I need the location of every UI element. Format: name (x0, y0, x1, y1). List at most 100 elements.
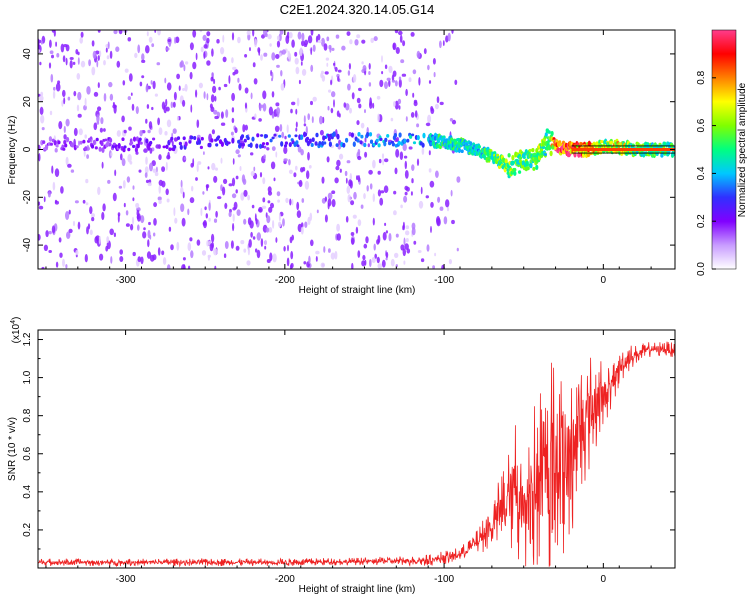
noise-speckle (286, 257, 290, 267)
noise-speckle (80, 31, 84, 38)
noise-speckle (55, 82, 61, 92)
noise-speckle (161, 101, 166, 110)
noise-speckle (339, 153, 344, 160)
noise-speckle (119, 256, 124, 262)
signal-point (383, 141, 387, 147)
spec-y-tick-label: 0 (22, 146, 33, 152)
noise-speckle (41, 266, 45, 269)
snr-x-tick-label: -300 (116, 574, 136, 585)
noise-speckle (195, 89, 198, 98)
noise-speckle (231, 177, 236, 187)
noise-speckle (110, 152, 113, 157)
signal-point (327, 136, 331, 142)
noise-speckle (427, 64, 430, 71)
noise-speckle (96, 60, 99, 68)
noise-speckle (92, 50, 97, 60)
noise-speckle (271, 91, 275, 98)
signal-point (184, 141, 188, 147)
signal-point (139, 141, 143, 145)
signal-point (345, 137, 349, 143)
signal-point (332, 131, 336, 137)
noise-speckle (91, 40, 95, 47)
noise-speckle (351, 237, 355, 245)
noise-speckle (222, 186, 226, 196)
noise-speckle (85, 202, 89, 206)
noise-speckle (62, 55, 66, 63)
noise-speckle (211, 129, 215, 135)
noise-speckle (399, 34, 403, 44)
noise-speckle (167, 39, 172, 42)
signal-point (529, 162, 533, 169)
noise-speckle (143, 148, 148, 153)
noise-speckle (276, 64, 280, 68)
noise-speckle (261, 205, 267, 209)
signal-point (296, 144, 300, 148)
signal-point (251, 136, 255, 142)
noise-speckle (363, 193, 366, 200)
noise-speckle (384, 64, 388, 70)
signal-point (94, 146, 98, 150)
noise-speckle (296, 201, 300, 211)
noise-speckle (141, 59, 146, 64)
noise-speckle (416, 123, 420, 128)
signal-point (412, 141, 417, 145)
noise-speckle (346, 185, 351, 194)
signal-point (342, 142, 346, 148)
noise-speckle (53, 86, 56, 91)
signal-point (559, 142, 563, 147)
noise-speckle (288, 32, 293, 39)
noise-speckle (47, 191, 51, 198)
noise-speckle (373, 243, 376, 251)
noise-speckle (362, 65, 367, 72)
noise-speckle (202, 221, 207, 226)
noise-speckle (95, 235, 100, 242)
signal-point (406, 138, 410, 143)
noise-speckle (276, 107, 281, 116)
noise-speckle (247, 194, 251, 201)
noise-speckle (211, 242, 215, 249)
noise-speckle (285, 35, 290, 44)
noise-speckle (256, 232, 261, 241)
noise-speckle (351, 262, 354, 269)
noise-speckle (361, 260, 366, 267)
spec-y-tick-label: 20 (22, 96, 33, 108)
noise-speckle (80, 60, 86, 68)
noise-speckle (270, 161, 276, 170)
noise-speckle (231, 107, 235, 113)
signal-point (132, 144, 136, 149)
noise-speckle (228, 183, 233, 187)
noise-speckle (228, 211, 232, 218)
snr-line (38, 341, 675, 568)
noise-speckle (403, 195, 408, 203)
noise-speckle (176, 241, 180, 251)
noise-speckle (273, 177, 276, 182)
noise-speckle (264, 245, 267, 250)
signal-point (308, 138, 312, 144)
noise-speckle (109, 93, 114, 101)
noise-speckle (252, 236, 256, 240)
noise-speckle (101, 211, 105, 221)
noise-speckle (410, 32, 415, 37)
noise-speckle (298, 79, 301, 85)
noise-speckle (132, 185, 135, 190)
noise-speckle (196, 163, 199, 172)
noise-speckle (208, 202, 211, 211)
noise-speckle (295, 121, 298, 128)
noise-speckle (56, 53, 60, 58)
noise-speckle (137, 224, 140, 231)
signal-point (411, 133, 415, 137)
noise-speckle (242, 124, 246, 133)
noise-speckle (99, 127, 103, 133)
noise-speckle (289, 264, 293, 269)
noise-speckle (127, 37, 132, 42)
noise-speckle (337, 76, 340, 82)
snr-x-axis-label: Height of straight line (km) (299, 584, 416, 595)
signal-point (547, 130, 551, 134)
noise-speckle (336, 223, 340, 232)
signal-point (660, 153, 664, 158)
noise-speckle (175, 36, 180, 44)
noise-speckle (237, 36, 241, 44)
noise-speckle (372, 217, 375, 226)
noise-speckle (368, 169, 373, 175)
